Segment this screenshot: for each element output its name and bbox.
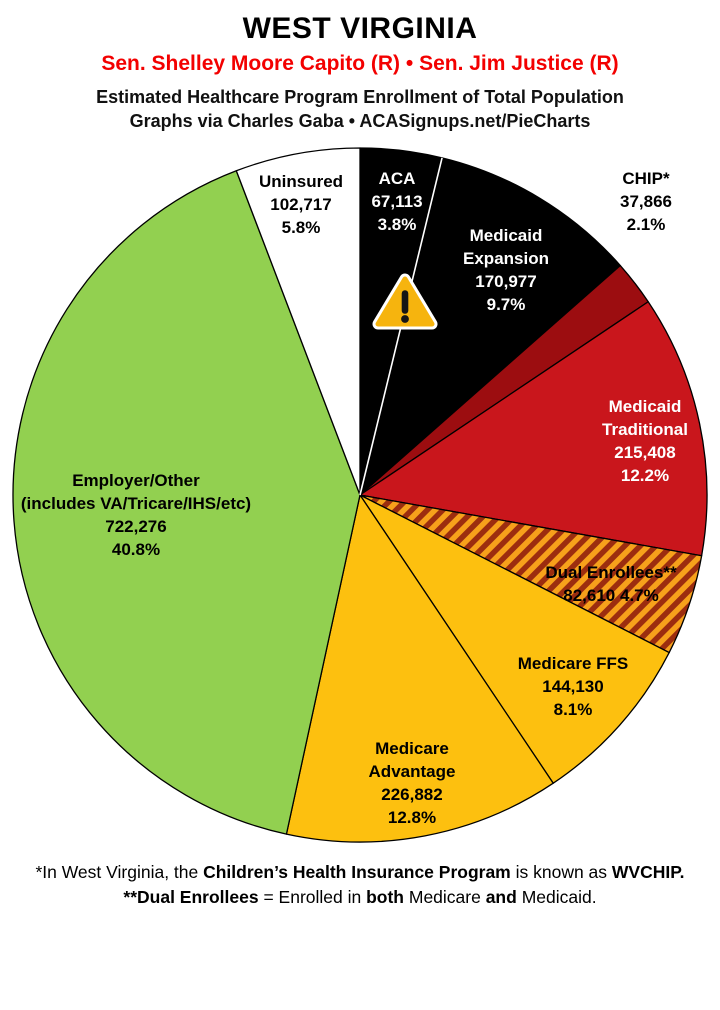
label-dual-enrollees-figures: 82,610 4.7% (505, 584, 717, 607)
footnote-chip-t1: Children’s Health Insurance Program (203, 862, 511, 882)
label-chip: CHIP* 37,866 2.1% (586, 167, 706, 236)
footnote-dual-t3: Medicare (404, 887, 486, 907)
page-title: WEST VIRGINIA (242, 12, 478, 45)
label-employer-other-name: Employer/Other (72, 471, 200, 490)
label-uninsured-pct: 5.8% (281, 218, 321, 237)
label-medicaid-expansion-name: Medicaid Expansion (463, 226, 549, 268)
label-chip-name: CHIP* (622, 169, 670, 188)
label-chip-pct: 2.1% (626, 215, 666, 234)
label-aca-name: ACA (378, 169, 416, 188)
header: WEST VIRGINIA Sen. Shelley Moore Capito … (0, 0, 720, 133)
footnote-chip-t2: is known as (510, 862, 612, 882)
label-medicare-ffs-name: Medicare FFS (517, 654, 629, 673)
label-medicare-ffs: Medicare FFS 144,130 8.1% (493, 652, 653, 721)
chart-subtitle: Estimated Healthcare Program Enrollment … (96, 87, 624, 107)
label-uninsured-name: Uninsured (258, 172, 344, 191)
label-uninsured: Uninsured 102,717 5.8% (231, 170, 371, 239)
label-medicare-advantage-value: 226,882 (381, 785, 443, 804)
label-medicare-ffs-value: 144,130 (542, 677, 604, 696)
footnote-dual: **Dual Enrollees = Enrolled in both Medi… (0, 885, 720, 910)
label-employer-other-sub: (includes VA/Tricare/IHS/etc) (20, 494, 252, 513)
pie-slice-employer-other (12, 170, 361, 835)
label-uninsured-value: 102,717 (270, 195, 332, 214)
label-medicare-ffs-pct: 8.1% (553, 700, 593, 719)
label-medicaid-traditional-name: Medicaid Traditional (602, 397, 688, 439)
senators-line: Sen. Shelley Moore Capito (R) • Sen. Jim… (101, 52, 619, 75)
label-aca: ACA 67,113 3.8% (347, 167, 447, 236)
footnote-chip-t3: WVCHIP (611, 862, 680, 882)
warning-icon (372, 273, 438, 330)
label-medicare-advantage-name: Medicare Advantage (368, 739, 456, 781)
label-medicaid-expansion: Medicaid Expansion 170,977 9.7% (436, 224, 576, 316)
footnote-dual-t0: **Dual Enrollees (123, 887, 259, 907)
footnote-chip-t4: . (679, 862, 685, 882)
label-medicaid-traditional: Medicaid Traditional 215,408 12.2% (575, 395, 715, 487)
label-dual-enrollees: Dual Enrollees** 82,610 4.7% (505, 561, 717, 607)
label-medicaid-traditional-pct: 12.2% (620, 466, 670, 485)
label-medicare-advantage: Medicare Advantage 226,882 12.8% (342, 737, 482, 829)
footnote-dual-t2: both (366, 887, 404, 907)
pie-slice-medicare-advantage (285, 494, 554, 843)
footnote-chip-t0: *In West Virginia, the (35, 862, 204, 882)
pie-slice-medicaid-traditional (359, 301, 708, 557)
label-dual-enrollees-pct: 4.7% (619, 586, 659, 605)
label-medicaid-expansion-value: 170,977 (475, 272, 537, 291)
label-chip-value: 37,866 (620, 192, 672, 211)
footnotes: *In West Virginia, the Children’s Health… (0, 860, 720, 910)
label-aca-pct: 3.8% (377, 215, 417, 234)
label-medicaid-traditional-value: 215,408 (614, 443, 676, 462)
footnote-dual-t1: = Enrolled in (258, 887, 367, 907)
footnote-dual-t5: Medicaid. (516, 887, 597, 907)
pie-slice-medicare-ffs (359, 494, 670, 784)
label-dual-enrollees-value: 82,610 (563, 586, 616, 605)
footnote-dual-t4: and (485, 887, 517, 907)
pie-slice-medicaid-expansion (359, 157, 621, 496)
credit-line: Graphs via Charles Gaba • ACASignups.net… (129, 111, 591, 131)
label-dual-enrollees-name: Dual Enrollees** (545, 563, 677, 582)
label-medicare-advantage-pct: 12.8% (387, 808, 437, 827)
label-employer-other: Employer/Other (includes VA/Tricare/IHS/… (2, 469, 270, 561)
pie-slice-uninsured (235, 147, 361, 496)
footnote-chip: *In West Virginia, the Children’s Health… (0, 860, 720, 885)
label-employer-other-value: 722,276 (105, 517, 167, 536)
label-employer-other-pct: 40.8% (111, 540, 161, 559)
label-aca-value: 67,113 (371, 192, 423, 211)
label-medicaid-expansion-pct: 9.7% (486, 295, 526, 314)
